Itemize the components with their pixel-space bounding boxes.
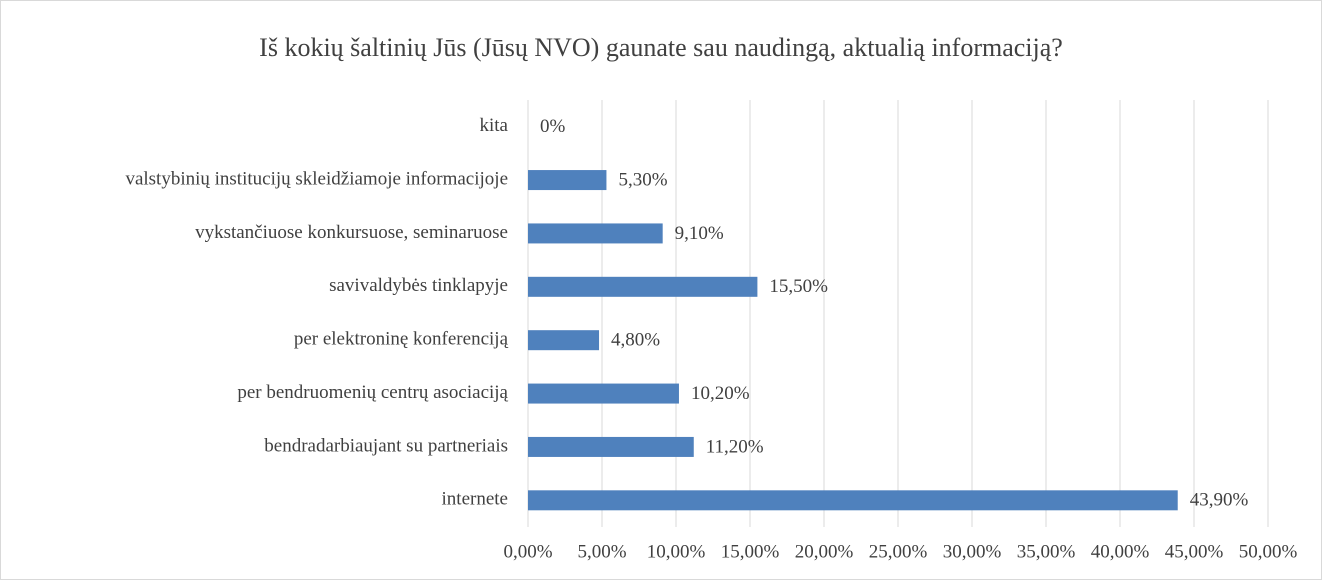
x-tick-label: 0,00% xyxy=(503,541,552,562)
bar xyxy=(528,276,758,297)
x-tick-label: 20,00% xyxy=(795,541,854,562)
x-tick-label: 35,00% xyxy=(1017,541,1076,562)
x-tick-label: 45,00% xyxy=(1165,541,1224,562)
y-tick-label: per bendruomenių centrų asociaciją xyxy=(237,382,508,403)
data-label: 5,30% xyxy=(618,169,667,190)
data-label: 15,50% xyxy=(769,276,828,297)
data-label: 4,80% xyxy=(611,330,660,351)
bar xyxy=(528,170,607,191)
y-tick-label: valstybinių institucijų skleidžiamoje in… xyxy=(125,168,508,189)
data-label: 9,10% xyxy=(675,223,724,244)
y-tick-label: savivaldybės tinklapyje xyxy=(329,275,508,296)
bar xyxy=(528,223,663,244)
data-label: 0% xyxy=(540,116,566,137)
x-tick-label: 40,00% xyxy=(1091,541,1150,562)
bar xyxy=(528,436,694,457)
y-tick-label: kita xyxy=(480,115,509,136)
bar xyxy=(528,383,679,404)
chart-title: Iš kokių šaltinių Jūs (Jūsų NVO) gaunate… xyxy=(259,33,1063,62)
y-tick-label: vykstančiuose konkursuose, seminaruose xyxy=(195,222,508,243)
data-label: 10,20% xyxy=(691,383,750,404)
x-tick-label: 30,00% xyxy=(943,541,1002,562)
data-label: 11,20% xyxy=(706,436,764,457)
y-tick-label: per elektroninę konferenciją xyxy=(294,329,509,350)
bar xyxy=(528,490,1178,511)
x-tick-label: 25,00% xyxy=(869,541,928,562)
x-tick-label: 15,00% xyxy=(721,541,780,562)
data-label: 43,90% xyxy=(1190,490,1249,511)
x-tick-label: 50,00% xyxy=(1239,541,1298,562)
x-tick-label: 5,00% xyxy=(577,541,626,562)
y-tick-label: internete xyxy=(442,489,508,510)
bar xyxy=(528,330,600,351)
y-tick-label: bendradarbiaujant su partneriais xyxy=(264,435,508,456)
x-tick-label: 10,00% xyxy=(647,541,706,562)
